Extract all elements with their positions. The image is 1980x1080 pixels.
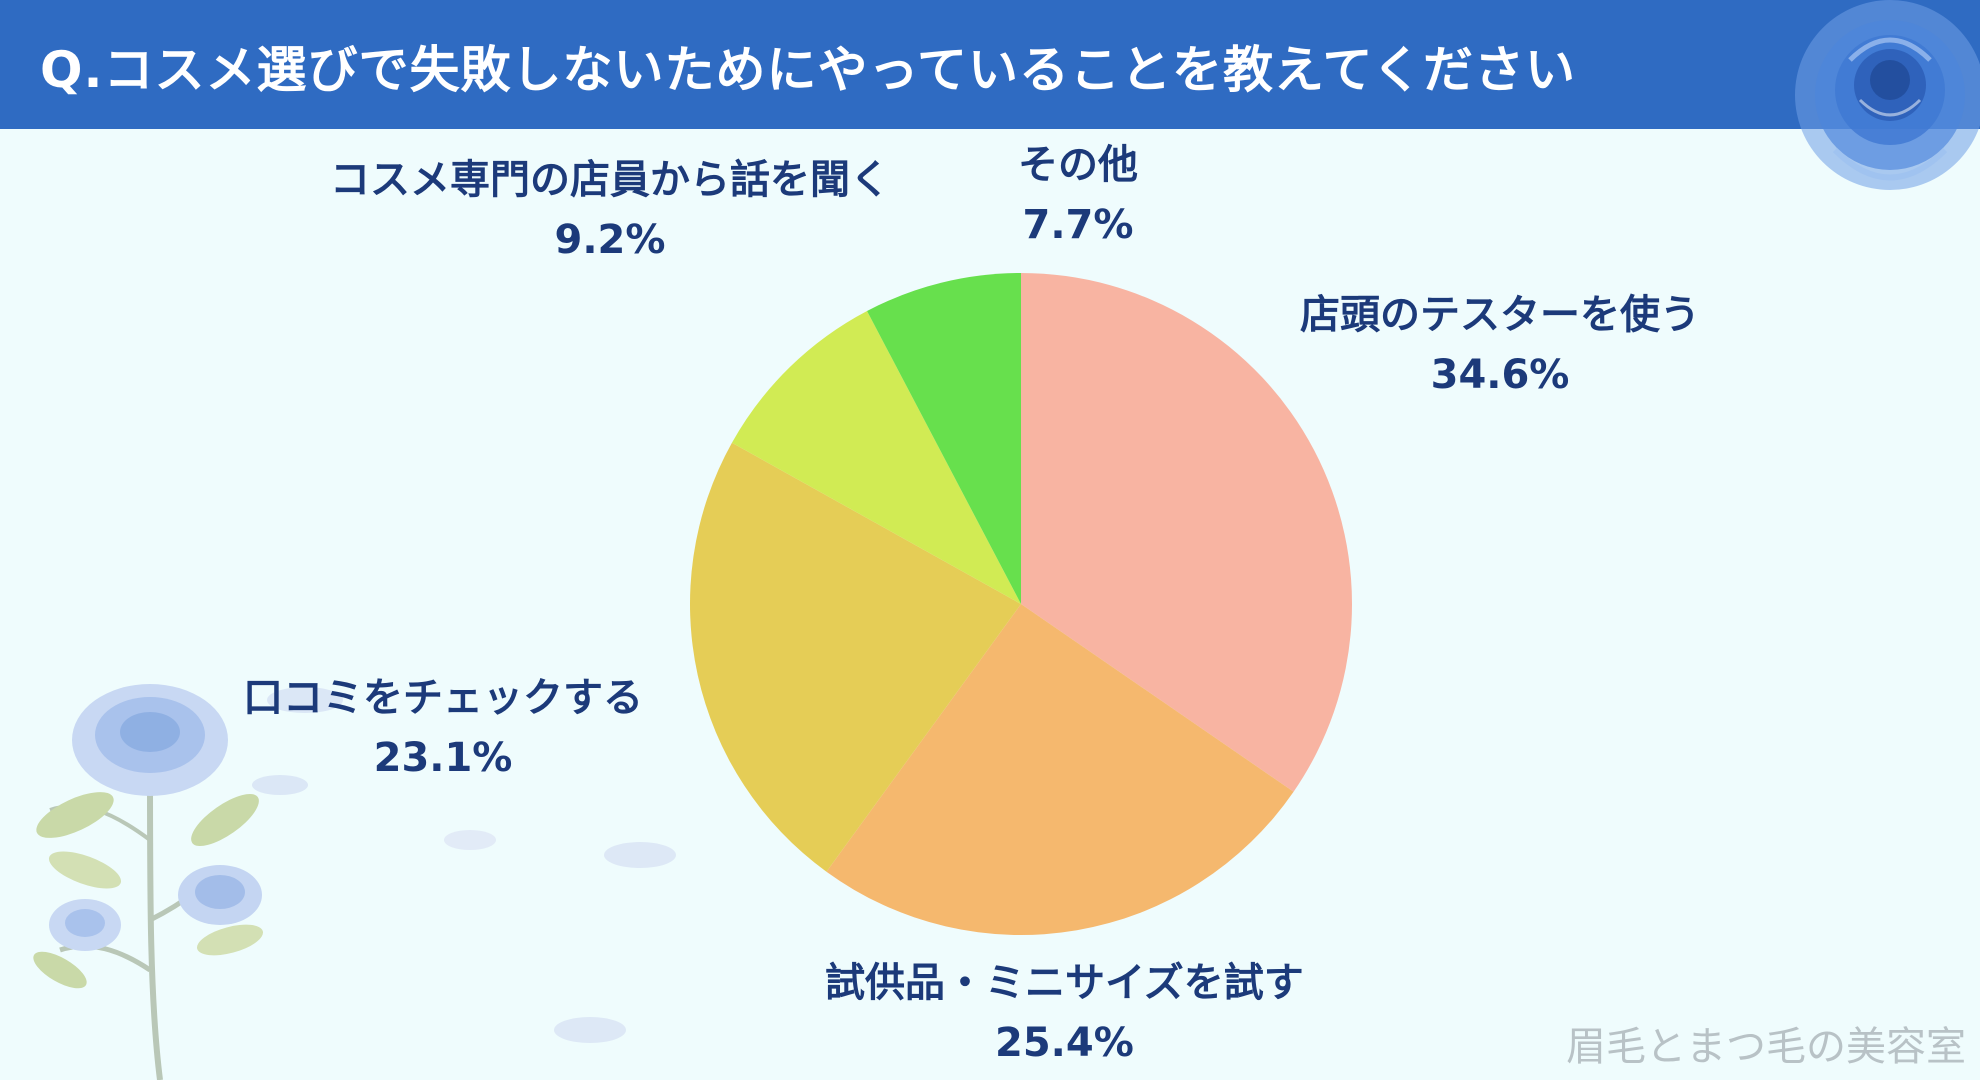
slice-label-sample-name: 試供品・ミニサイズを試す — [825, 960, 1304, 1006]
slice-label-tester-value: 34.6% — [1430, 352, 1570, 398]
rose-icon — [1795, 0, 1980, 190]
title-bar: Q.コスメ選びで失敗しないためにやっていることを教えてください — [0, 0, 1980, 129]
slice-label-sample: 試供品・ミニサイズを試す 25.4% — [825, 953, 1304, 1073]
slice-label-other-value: 7.7% — [1022, 202, 1134, 248]
slice-label-staff: コスメ専門の店員から話を聞く 9.2% — [330, 150, 890, 270]
slice-label-staff-name: コスメ専門の店員から話を聞く — [330, 157, 890, 203]
pie-slice-staff — [731, 310, 1021, 604]
slice-label-other-name: その他 — [1018, 142, 1138, 188]
slice-label-tester: 店頭のテスターを使う 34.6% — [1300, 285, 1700, 405]
slice-label-review-value: 23.1% — [373, 735, 513, 781]
pie-slice-sample — [826, 604, 1294, 935]
slice-label-review-name: 口コミをチェックする — [243, 675, 643, 721]
slice-label-staff-value: 9.2% — [554, 217, 666, 263]
slice-label-review: 口コミをチェックする 23.1% — [243, 668, 643, 788]
chart-title: Q.コスメ選びで失敗しないためにやっていることを教えてください — [40, 41, 1576, 99]
slice-label-sample-value: 25.4% — [995, 1020, 1134, 1066]
watermark: 眉毛とまつ毛の美容室 — [1566, 1024, 1966, 1070]
rose-branch-illustration — [33, 684, 676, 1080]
pie-slice-review — [690, 442, 1021, 872]
pie-slice-tester — [1021, 273, 1352, 792]
slice-label-tester-name: 店頭のテスターを使う — [1300, 292, 1700, 338]
pie-slice-other — [867, 273, 1021, 604]
slice-label-other: その他 7.7% — [1018, 135, 1138, 255]
